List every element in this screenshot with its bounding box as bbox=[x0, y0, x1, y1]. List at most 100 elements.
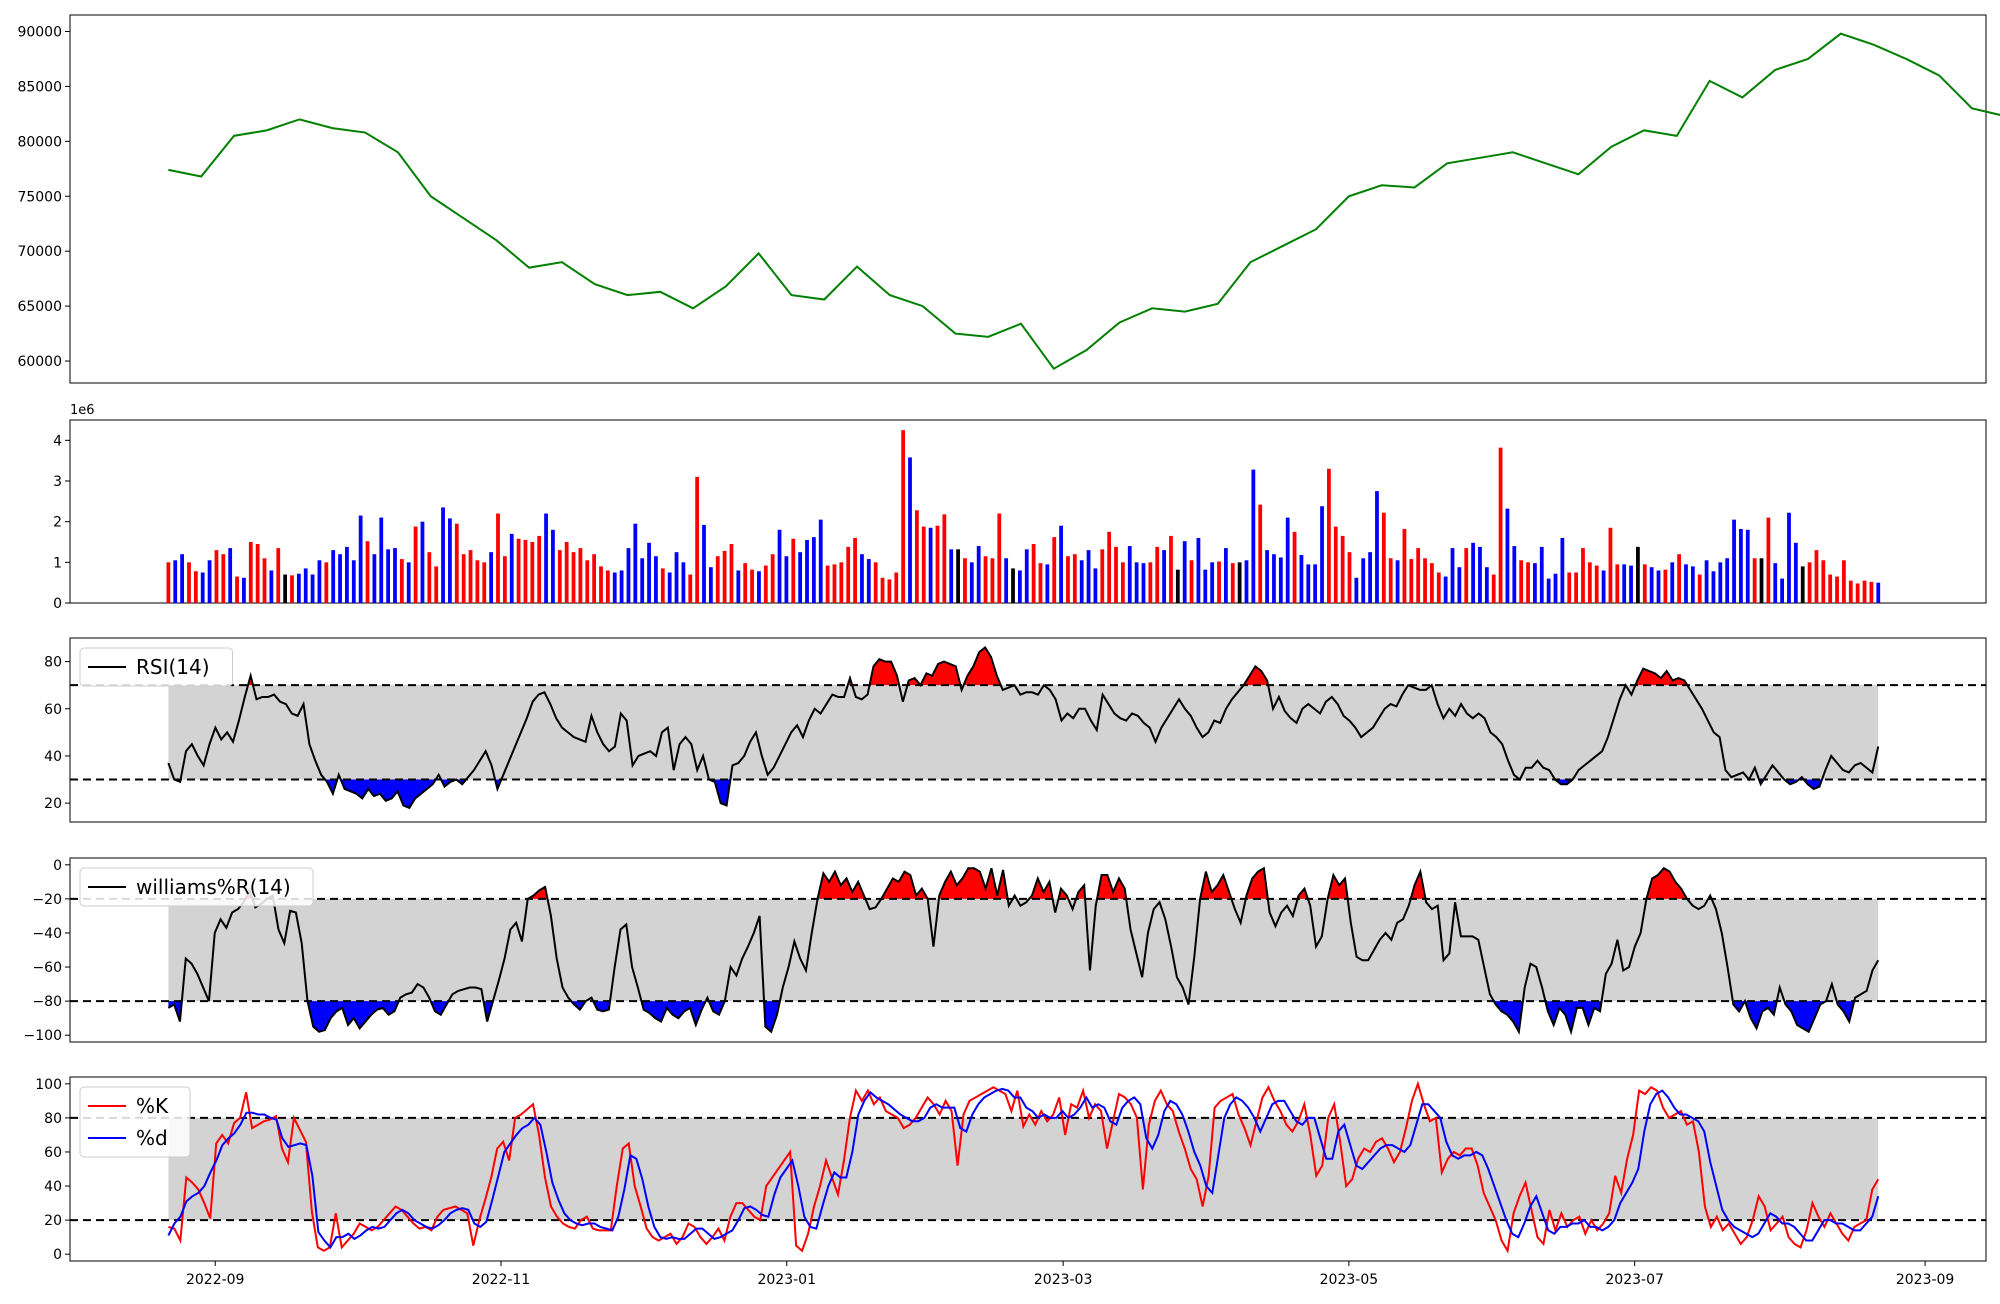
volume-bar bbox=[1450, 548, 1455, 603]
volume-bar bbox=[262, 558, 267, 603]
volume-bar bbox=[1210, 562, 1215, 603]
volume-bar bbox=[1189, 560, 1194, 603]
rsi-above-fill bbox=[1243, 666, 1269, 686]
volume-bar bbox=[1690, 566, 1695, 603]
volume-bar bbox=[571, 552, 576, 603]
volume-bar bbox=[1052, 537, 1057, 603]
volume-bar bbox=[345, 546, 349, 603]
stoch-y-tick-label: 100 bbox=[35, 1077, 62, 1093]
x-tick-label: 2023-09 bbox=[1896, 1272, 1955, 1288]
volume-bar bbox=[1608, 527, 1613, 603]
x-tick-label: 2022-11 bbox=[472, 1272, 531, 1288]
volume-bar bbox=[647, 542, 651, 603]
volume-bar bbox=[557, 550, 562, 603]
volume-bar bbox=[269, 570, 274, 603]
volume-bar bbox=[1292, 531, 1297, 603]
williams-y-tick-label: 0 bbox=[53, 858, 62, 874]
volume-bar bbox=[770, 554, 775, 603]
volume-bar bbox=[1402, 528, 1407, 603]
williams-below-fill bbox=[1732, 1001, 1745, 1012]
volume-bar bbox=[386, 549, 391, 603]
volume-bar bbox=[1862, 580, 1867, 603]
volume-bar bbox=[743, 563, 748, 603]
volume-bar bbox=[317, 560, 322, 603]
stoch-y-tick-label: 0 bbox=[53, 1247, 62, 1263]
volume-bar bbox=[660, 568, 665, 603]
x-tick-label: 2023-07 bbox=[1605, 1272, 1664, 1288]
x-axis: 2022-09 2022-11 2023-01 2023-03 2023-05 2023-… bbox=[186, 1261, 1954, 1288]
volume-bar bbox=[1244, 560, 1249, 603]
rsi-band bbox=[168, 685, 1879, 780]
volume-bar bbox=[1519, 560, 1524, 603]
rsi-y-tick-label: 60 bbox=[44, 702, 62, 718]
volume-bar bbox=[1670, 562, 1675, 603]
volume-bar bbox=[166, 562, 171, 603]
volume-bar bbox=[777, 529, 782, 603]
volume-bar bbox=[1800, 566, 1805, 603]
volume-bar bbox=[1086, 550, 1091, 603]
price-panel: 60000 65000 70000 75000 80000 85000 90000 bbox=[17, 14, 2000, 384]
volume-bar bbox=[1704, 560, 1709, 603]
volume-bar bbox=[1615, 564, 1620, 603]
volume-bar bbox=[846, 546, 851, 603]
volume-bar bbox=[1217, 561, 1221, 603]
rsi-y-tick-label: 20 bbox=[44, 796, 62, 812]
volume-bar bbox=[1828, 574, 1833, 603]
volume-bar bbox=[207, 560, 212, 603]
volume-bar bbox=[1780, 578, 1785, 603]
volume-bar bbox=[1848, 580, 1853, 603]
rsi-above-fill bbox=[963, 647, 1001, 686]
volume-bar bbox=[688, 574, 693, 603]
volume-bar bbox=[1237, 562, 1242, 603]
x-tick-label: 2022-09 bbox=[186, 1272, 245, 1288]
williams-below-fill bbox=[708, 1001, 725, 1015]
volume-bar bbox=[448, 518, 452, 603]
volume-bar bbox=[468, 550, 473, 603]
volume-bar bbox=[1835, 576, 1839, 603]
volume-bar bbox=[599, 566, 603, 603]
volume-bar bbox=[1203, 569, 1208, 603]
volume-bar bbox=[331, 550, 336, 603]
volume-bar bbox=[1436, 572, 1441, 603]
volume-bar bbox=[674, 552, 679, 603]
volume-bar bbox=[1375, 491, 1379, 603]
volume-bar bbox=[928, 527, 933, 603]
volume-bar bbox=[757, 571, 761, 603]
volume-bar bbox=[1017, 570, 1022, 603]
stoch-d-line bbox=[167, 1087, 1880, 1250]
volume-bar bbox=[1354, 577, 1359, 603]
volume-bar bbox=[1821, 560, 1826, 603]
volume-bar bbox=[633, 523, 638, 603]
volume-bar bbox=[235, 576, 239, 603]
volume-bar bbox=[702, 524, 706, 603]
volume-bar bbox=[393, 548, 397, 603]
volume-bar bbox=[1395, 560, 1400, 603]
volume-bar bbox=[290, 575, 294, 603]
volume-bar bbox=[255, 544, 260, 603]
volume-y-tick-label: 1 bbox=[53, 555, 62, 571]
volume-bar bbox=[1739, 528, 1743, 603]
williams-above-fill bbox=[938, 868, 1008, 899]
volume-bar bbox=[1560, 537, 1565, 603]
rsi-y-tick-label: 40 bbox=[44, 749, 62, 765]
price-y-tick-label: 90000 bbox=[17, 24, 62, 40]
volume-bar bbox=[983, 556, 988, 603]
volume-bar bbox=[1636, 546, 1640, 603]
volume-bar bbox=[914, 510, 919, 603]
volume-panel: 1e6 0 1 2 3 4 bbox=[53, 403, 1987, 612]
volume-bar bbox=[564, 542, 569, 603]
volume-bar bbox=[969, 562, 974, 603]
volume-bar bbox=[1416, 548, 1421, 603]
volume-bar bbox=[1079, 560, 1084, 603]
volume-bar bbox=[1787, 512, 1791, 603]
williams-y-tick-label: −20 bbox=[32, 892, 62, 908]
volume-bar bbox=[1162, 550, 1166, 603]
volume-bar bbox=[1842, 560, 1846, 603]
volume-bar bbox=[351, 560, 356, 603]
volume-bar bbox=[592, 554, 597, 603]
volume-bar bbox=[1285, 517, 1290, 603]
volume-bar bbox=[427, 552, 432, 603]
volume-bar bbox=[1759, 558, 1764, 603]
